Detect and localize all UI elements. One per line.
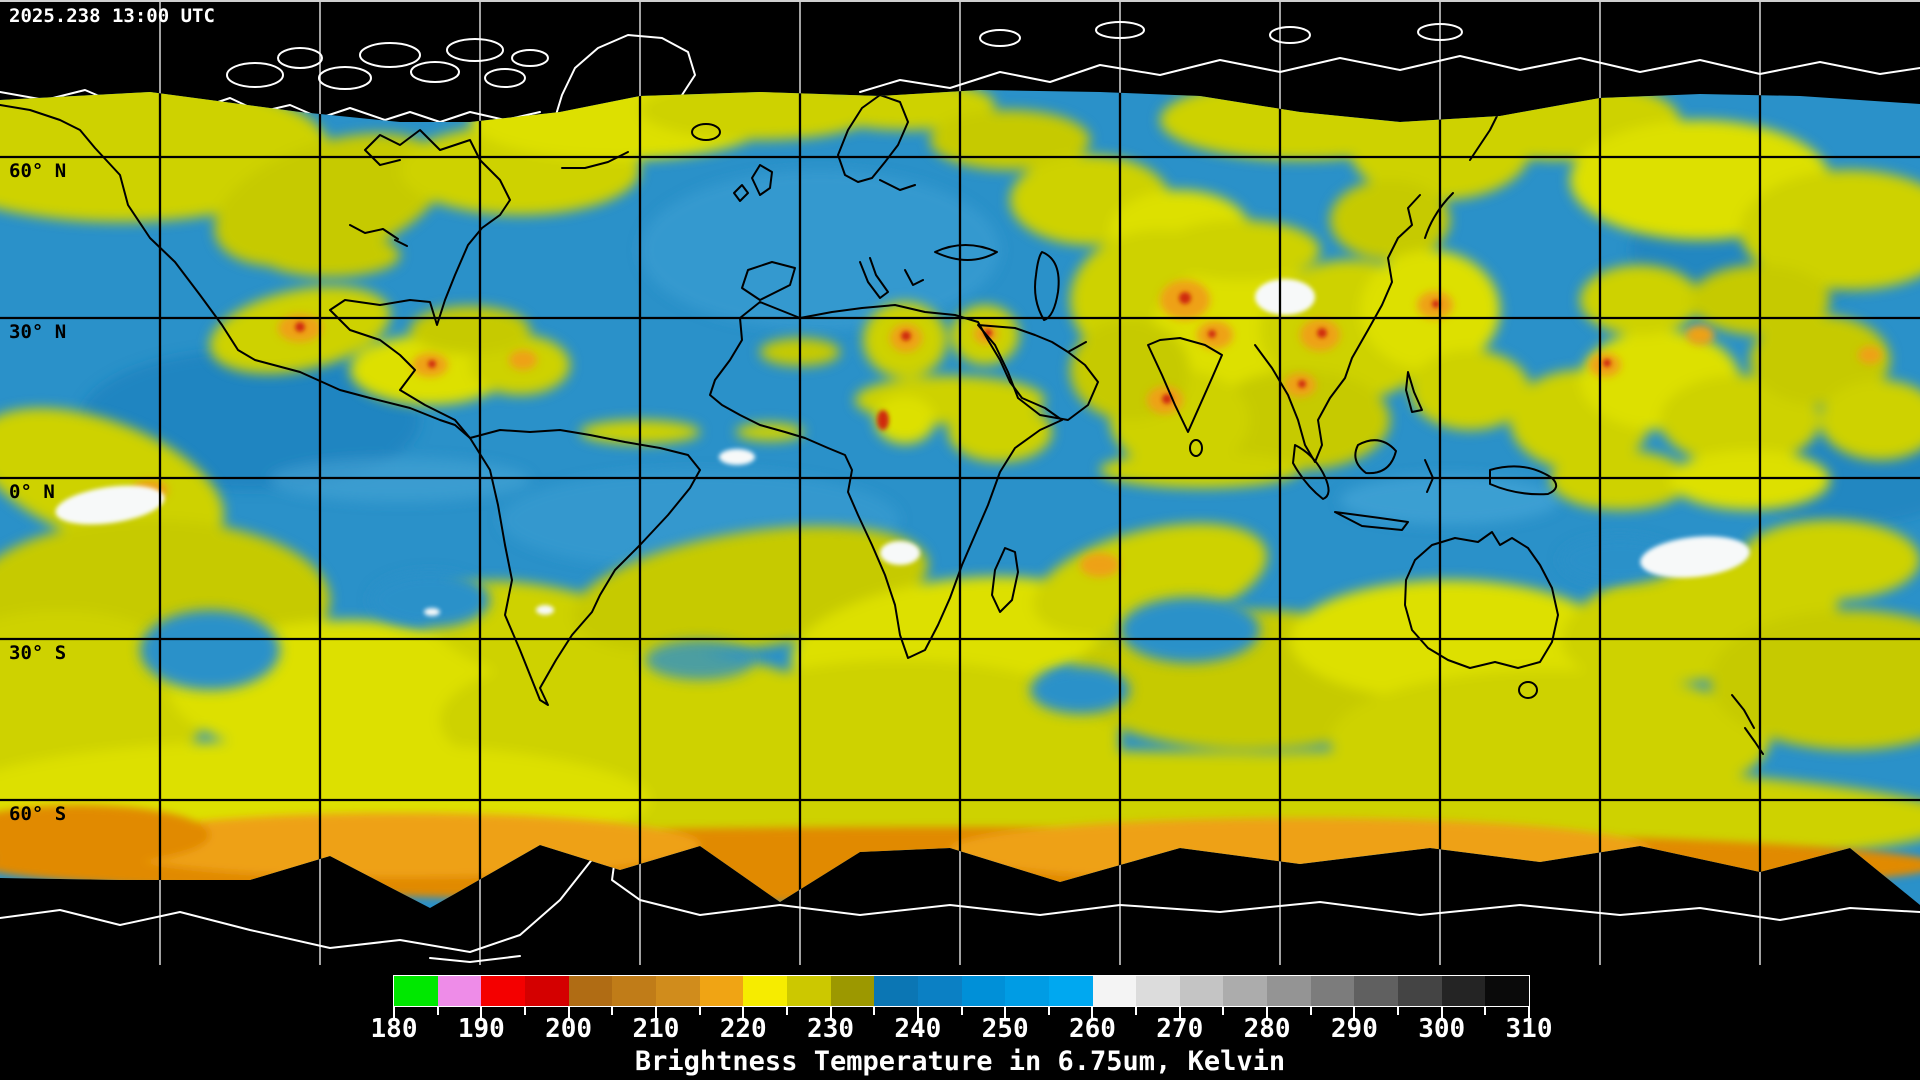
latitude-label-60s: 60° S xyxy=(9,803,67,825)
dry-blue-gaps xyxy=(140,536,1680,714)
colorbar-segment-195 xyxy=(524,976,569,1006)
colorbar-segment-290 xyxy=(1354,976,1399,1006)
colorbar-tick-285 xyxy=(1309,1006,1312,1015)
colorbar-segment-210 xyxy=(655,976,700,1006)
colorbar-tick-220 xyxy=(742,1006,745,1021)
colorbar-tick-180 xyxy=(393,1006,395,1021)
colorbar-segment-255 xyxy=(1048,976,1093,1006)
colorbar-label-250: 250 xyxy=(981,1014,1029,1044)
colorbar-segment-235 xyxy=(874,976,918,1006)
colorbar-segment-285 xyxy=(1310,976,1355,1006)
coldest-cloud-white xyxy=(55,279,1750,616)
colorbar-tick-270 xyxy=(1178,1006,1181,1021)
cold-overshoot-red xyxy=(295,292,1611,430)
frame-top-border xyxy=(0,0,1920,2)
grid-lines-black xyxy=(0,90,1920,908)
colorbar xyxy=(393,975,1530,1007)
colorbar-segment-180 xyxy=(394,976,438,1006)
colorbar-ticks xyxy=(393,1006,1530,1024)
colorbar-label-180: 180 xyxy=(370,1014,418,1044)
colorbar-segment-260 xyxy=(1092,976,1137,1006)
colorbar-segment-275 xyxy=(1223,976,1268,1006)
colorbar-tick-295 xyxy=(1397,1006,1400,1015)
colorbar-label-280: 280 xyxy=(1243,1014,1291,1044)
colorbar-tick-215 xyxy=(698,1006,701,1015)
colorbar-segment-270 xyxy=(1179,976,1224,1006)
colorbar-tick-230 xyxy=(829,1006,832,1021)
colorbar-segment-250 xyxy=(1005,976,1049,1006)
brightness-temperature-field xyxy=(0,90,1920,908)
colorbar-segment-245 xyxy=(961,976,1006,1006)
colorbar-tick-185 xyxy=(436,1006,439,1015)
colorbar-label-260: 260 xyxy=(1068,1014,1116,1044)
colorbar-segment-215 xyxy=(699,976,744,1006)
colorbar-segment-230 xyxy=(830,976,875,1006)
colorbar-tick-225 xyxy=(785,1006,788,1015)
colorbar-segment-220 xyxy=(743,976,787,1006)
colorbar-segment-305 xyxy=(1485,976,1530,1006)
coastlines-polar-white xyxy=(0,21,1920,963)
colorbar-tick-195 xyxy=(523,1006,526,1015)
colorbar-segment-240 xyxy=(917,976,962,1006)
colorbar-tick-250 xyxy=(1004,1006,1007,1021)
colorbar-tick-275 xyxy=(1222,1006,1225,1015)
latitude-label-30s: 30° S xyxy=(9,642,67,664)
colorbar-tick-labels: 180 190 200 210 220 230 240 250 260 270 280 290 300 3… xyxy=(371,1014,1553,1044)
colorbar-tick-290 xyxy=(1353,1006,1356,1021)
colorbar-label-240: 240 xyxy=(894,1014,942,1044)
latitude-label-0n: 0° N xyxy=(9,481,55,503)
colorbar-label-310: 310 xyxy=(1505,1014,1553,1044)
colorbar-label-230: 230 xyxy=(807,1014,855,1044)
colorbar-tick-305 xyxy=(1484,1006,1487,1015)
colorbar-title: Brightness Temperature in 6.75um, Kelvin xyxy=(634,1046,1286,1077)
latitude-label-60n: 60° N xyxy=(9,160,67,182)
colorbar-tick-310 xyxy=(1528,1006,1530,1021)
colorbar-segment-295 xyxy=(1398,976,1442,1006)
colorbar-tick-205 xyxy=(611,1006,614,1015)
colorbar-segment-200 xyxy=(568,976,613,1006)
colorbar-label-290: 290 xyxy=(1330,1014,1378,1044)
colorbar-label-220: 220 xyxy=(719,1014,767,1044)
colorbar-segment-185 xyxy=(437,976,482,1006)
colorbar-tick-245 xyxy=(960,1006,963,1015)
coastlines-black xyxy=(0,94,1764,755)
colorbar-tick-240 xyxy=(916,1006,919,1021)
colorbar-label-200: 200 xyxy=(545,1014,593,1044)
colorbar-label-210: 210 xyxy=(632,1014,680,1044)
colorbar-tick-280 xyxy=(1266,1006,1269,1021)
colorbar-segment-280 xyxy=(1267,976,1311,1006)
colorbar-tick-265 xyxy=(1135,1006,1138,1015)
colorbar-tick-300 xyxy=(1440,1006,1443,1021)
latitude-label-30n: 30° N xyxy=(9,321,67,343)
colorbar-label-190: 190 xyxy=(457,1014,505,1044)
colorbar-segment-205 xyxy=(612,976,656,1006)
colorbar-tick-235 xyxy=(873,1006,876,1015)
colorbar-tick-260 xyxy=(1091,1006,1094,1021)
colorbar-segment-190 xyxy=(481,976,525,1006)
colorbar-tick-210 xyxy=(654,1006,657,1021)
timestamp-label: 2025.238 13:00 UTC xyxy=(9,5,215,27)
colorbar-tick-255 xyxy=(1047,1006,1050,1015)
colorbar-segment-225 xyxy=(786,976,831,1006)
colorbar-tick-200 xyxy=(567,1006,570,1021)
colorbar-label-270: 270 xyxy=(1156,1014,1204,1044)
colorbar-segment-300 xyxy=(1441,976,1486,1006)
colorbar-segment-265 xyxy=(1136,976,1180,1006)
colorbar-label-300: 300 xyxy=(1418,1014,1466,1044)
world-water-vapor-map xyxy=(0,0,1920,965)
colorbar-tick-190 xyxy=(480,1006,483,1021)
